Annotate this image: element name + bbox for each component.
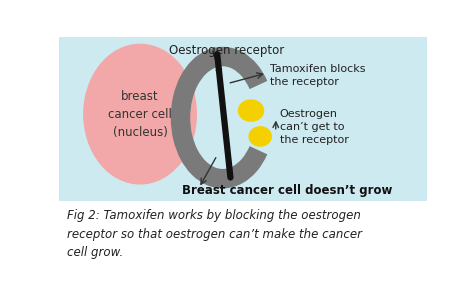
- Text: breast
cancer cell
(nucleus): breast cancer cell (nucleus): [108, 90, 172, 138]
- Text: Oestrogen receptor: Oestrogen receptor: [169, 44, 284, 57]
- Text: Tamoxifen blocks
the receptor: Tamoxifen blocks the receptor: [271, 64, 366, 87]
- Text: Oestrogen
can’t get to
the receptor: Oestrogen can’t get to the receptor: [280, 109, 348, 145]
- FancyBboxPatch shape: [59, 37, 427, 201]
- Ellipse shape: [248, 126, 272, 147]
- Ellipse shape: [238, 99, 264, 122]
- Text: Breast cancer cell doesn’t grow: Breast cancer cell doesn’t grow: [182, 184, 392, 197]
- Text: Fig 2: Tamoxifen works by blocking the oestrogen
receptor so that oestrogen can’: Fig 2: Tamoxifen works by blocking the o…: [66, 209, 362, 259]
- Ellipse shape: [83, 44, 197, 185]
